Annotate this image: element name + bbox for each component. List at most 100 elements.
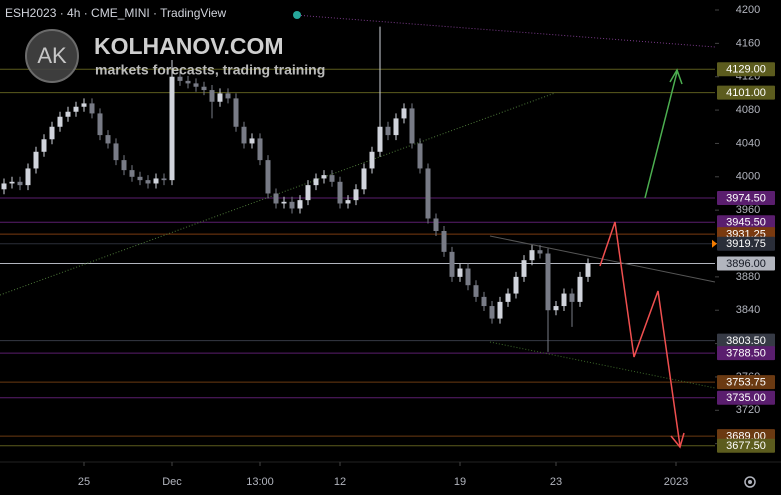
candle-body (305, 185, 311, 201)
level-label: 3753.75 (726, 377, 766, 389)
candle-body (113, 143, 119, 161)
candle-body (169, 76, 175, 181)
y-tick-label: 3880 (736, 271, 760, 283)
logo-text: AK (37, 43, 67, 68)
candle-body (489, 306, 495, 319)
price-marker (712, 239, 717, 248)
tagline: markets forecasts, trading training (95, 62, 325, 78)
candle-body (329, 175, 335, 182)
candle-body (321, 175, 327, 179)
candle-body (145, 180, 151, 184)
y-tick-label: 3840 (736, 304, 760, 316)
candle-body (241, 126, 247, 144)
candle-body (49, 126, 55, 140)
candle-body (457, 268, 463, 277)
y-tick-label: 4080 (736, 104, 760, 116)
candle-body (313, 178, 319, 186)
candle-body (481, 296, 487, 307)
candle-body (289, 201, 295, 209)
gear-center[interactable] (748, 480, 752, 484)
candle-body (81, 103, 87, 107)
level-label: 3677.50 (726, 440, 766, 452)
x-tick-label: 25 (78, 476, 90, 488)
level-label: 3735.00 (726, 392, 766, 404)
level-label-bg (717, 346, 775, 361)
x-tick-label: 23 (550, 476, 562, 488)
candle-body (105, 135, 111, 144)
y-tick-label: 4000 (736, 171, 760, 183)
candle-body (137, 176, 143, 181)
x-tick-label: 19 (454, 476, 466, 488)
candle-body (545, 253, 551, 311)
candle-body (337, 181, 343, 204)
candle-body (361, 168, 367, 190)
candle-body (401, 108, 407, 119)
level-label: 3945.50 (726, 217, 766, 229)
candle-body (25, 168, 31, 186)
candle-body (33, 151, 39, 169)
candle-body (377, 126, 383, 152)
candle-body (73, 106, 79, 112)
level-label: 4129.00 (726, 64, 766, 76)
arrow-head (669, 68, 683, 85)
candle-body (281, 201, 287, 204)
candle-body (569, 293, 575, 302)
x-tick-label: 2023 (664, 476, 688, 488)
drawings (0, 14, 716, 449)
candle-body (585, 263, 591, 277)
level-label-bg (717, 375, 775, 390)
x-tick-label: 12 (334, 476, 346, 488)
candle-body (353, 189, 359, 201)
level-label-bg (717, 215, 775, 230)
candle-body (441, 231, 447, 252)
candle-body (193, 83, 199, 87)
candle-body (161, 178, 167, 181)
settings-icon[interactable] (744, 476, 756, 488)
candle-body (537, 250, 543, 254)
candle-body (433, 218, 439, 231)
chart-title: ESH2023 · 4h · CME_MINI · TradingView (5, 6, 227, 20)
forecast-arrow (644, 71, 678, 199)
candle-body (97, 113, 103, 136)
candle-body (417, 143, 423, 169)
brand: KOLHANOV.COM (94, 33, 284, 59)
candle-body (345, 200, 351, 204)
arrow-head (670, 432, 685, 449)
forecast-arrow (599, 221, 681, 447)
candle-body (9, 181, 15, 184)
level-label: 3896.00 (726, 258, 766, 270)
level-label: 4101.00 (726, 87, 766, 99)
candle-body (505, 293, 511, 302)
candle-body (393, 118, 399, 136)
candle-body (1, 183, 7, 190)
candle-body (297, 200, 303, 209)
candle-body (121, 160, 127, 171)
candle-body (89, 103, 95, 114)
candle-body (17, 181, 23, 186)
candle-body (217, 93, 223, 102)
trend-line (0, 92, 556, 296)
level-label: 3788.50 (726, 348, 766, 360)
x-tick-label: 13:00 (246, 476, 274, 488)
watermark: AK KOLHANOV.COM markets forecasts, tradi… (25, 29, 325, 83)
x-tick-label: Dec (162, 476, 182, 488)
candle-body (153, 178, 159, 184)
candle-body (473, 285, 479, 297)
level-label-bg (717, 62, 775, 77)
candle-body (233, 98, 239, 127)
candle-body (369, 151, 375, 169)
candle-body (41, 139, 47, 152)
gear[interactable] (744, 476, 756, 488)
candle-body (385, 126, 391, 136)
candle-body (273, 193, 279, 204)
trend-line (489, 341, 716, 389)
level-label-bg (717, 333, 775, 348)
level-label-bg (717, 390, 775, 405)
candle-body (265, 160, 271, 194)
candle-body (577, 276, 583, 302)
candle-body (553, 306, 559, 311)
candle-body (57, 116, 63, 127)
candle-body (497, 301, 503, 319)
